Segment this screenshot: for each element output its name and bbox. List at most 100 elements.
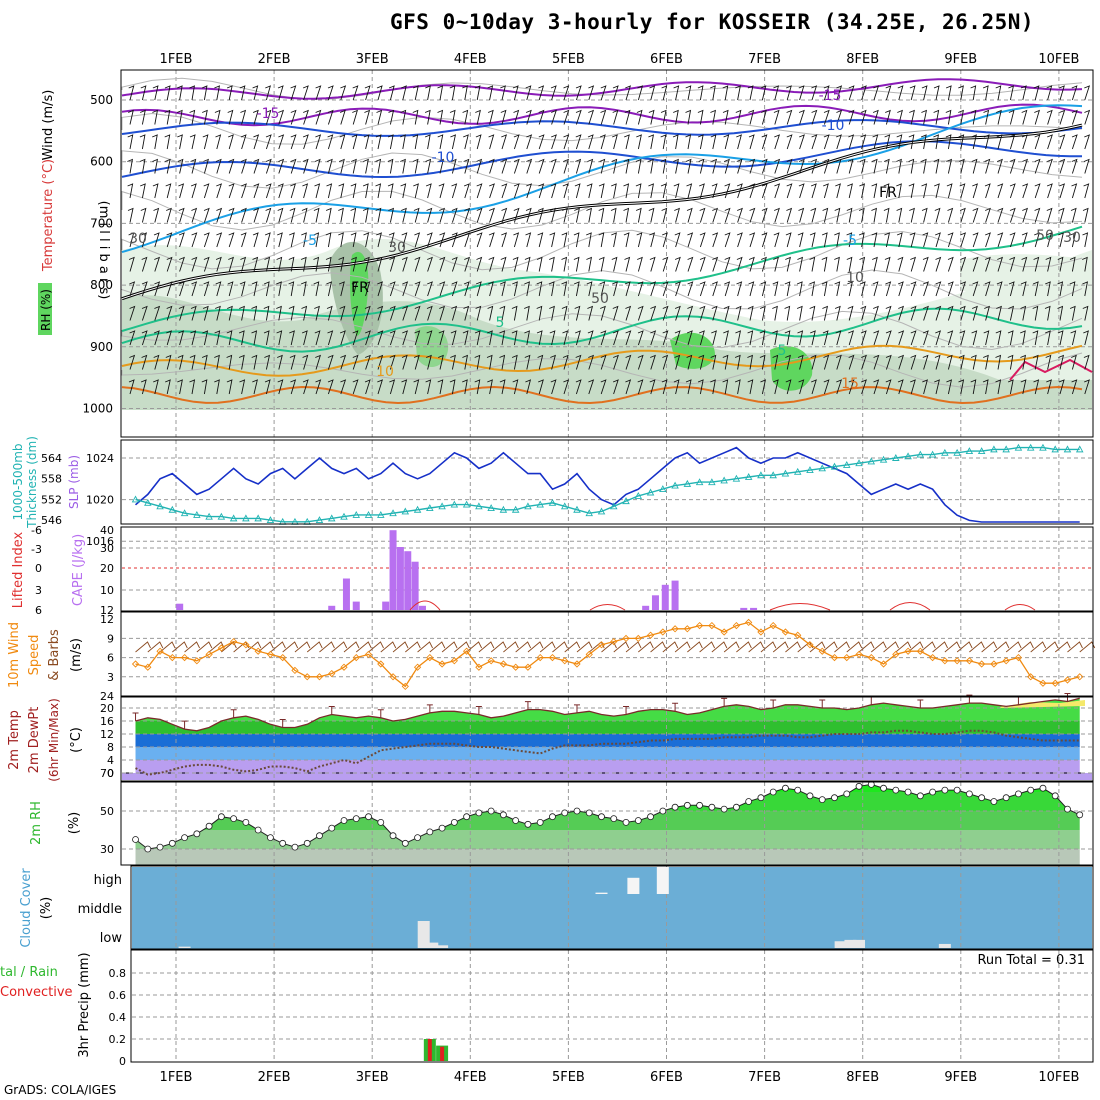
wind-barb — [971, 134, 977, 150]
wind-barb — [239, 85, 246, 101]
wind-barb — [364, 85, 371, 101]
wind-barb — [685, 134, 692, 150]
wind-barb — [1082, 232, 1089, 248]
wind-barb — [872, 134, 879, 150]
wind-speed-point — [916, 647, 924, 655]
wind-barb — [263, 330, 270, 346]
wind-barb — [587, 134, 594, 150]
pressure-tick-label: 500 — [90, 93, 113, 107]
rh-tick-label: 50 — [100, 805, 114, 818]
wind-barb — [1045, 354, 1052, 370]
wind-barb — [934, 183, 940, 199]
wind-barb — [984, 158, 991, 174]
wind-speed-point — [671, 625, 679, 633]
wind-barb — [202, 109, 208, 125]
wind-barb — [784, 281, 791, 297]
wind-barb — [128, 256, 135, 272]
wind-barb — [848, 134, 855, 150]
wind-barb — [315, 379, 322, 395]
temp-contour-10 — [121, 344, 1083, 377]
contour-label: 15 — [841, 376, 859, 392]
wind-barb — [500, 109, 507, 125]
wind-barb — [551, 109, 557, 125]
wind-barb — [661, 207, 668, 223]
wind-barb — [760, 85, 767, 101]
wind-barb — [190, 183, 197, 199]
wind-barb — [871, 232, 878, 248]
surface-wind-barb — [1018, 641, 1034, 653]
wind-barb — [575, 379, 582, 395]
wind-barb — [686, 354, 693, 370]
precip-tick-label: 0.8 — [109, 967, 127, 980]
wind-speed-point — [266, 650, 275, 659]
temp-axis-label: 2m DewPt — [27, 707, 42, 774]
wind-barb — [761, 134, 768, 150]
wind-barb — [1046, 232, 1052, 248]
wind-barb — [1058, 207, 1065, 223]
wind-barb — [1045, 281, 1051, 297]
wind-barb — [165, 354, 172, 370]
thickness-point — [426, 504, 434, 511]
precip-run-total: Run Total = 0.31 — [977, 953, 1085, 968]
rh-point — [144, 845, 152, 853]
wind-barb — [265, 158, 272, 174]
thickness-point — [193, 510, 201, 518]
contour-label: -10 — [432, 150, 455, 166]
date-label-top: 2FEB — [258, 52, 291, 67]
wind-barb — [164, 158, 171, 174]
wind-barb — [228, 232, 235, 248]
wind-barb — [958, 379, 965, 395]
wind-barb — [538, 109, 545, 125]
wind-barb — [923, 281, 929, 297]
wind-barb — [958, 109, 964, 125]
wind-barb — [612, 379, 619, 395]
pressure-tick-label: 700 — [90, 216, 113, 230]
rh2m-axis-label: 2m RH — [29, 801, 44, 845]
date-label-top: 4FEB — [454, 52, 487, 67]
wind-barb — [536, 281, 543, 297]
wind-barb — [935, 232, 941, 248]
wind-barb — [859, 281, 866, 297]
wind-barb — [524, 305, 530, 321]
wind-barb — [350, 207, 357, 223]
rh-point — [340, 817, 348, 824]
wind-barb — [561, 232, 568, 248]
temp-tick-label: 20 — [100, 702, 114, 715]
cloud-bar-low — [834, 941, 847, 948]
surface-wind-barb — [736, 641, 752, 653]
wind-barb — [723, 330, 729, 346]
wind-barb — [1071, 85, 1078, 101]
wind-barb — [499, 330, 506, 346]
thickness-axis-label: Thickness (dm) — [25, 436, 39, 529]
wind-barb — [339, 158, 345, 174]
wind-barb — [500, 85, 506, 101]
wind-barb — [364, 109, 371, 125]
rh-point — [328, 824, 336, 832]
wind-barb — [749, 232, 756, 248]
wind-barb — [822, 207, 829, 223]
wind-barb — [747, 354, 753, 370]
wind-barb — [141, 281, 148, 297]
precip-total-label: tal / Rain — [0, 965, 58, 980]
wind-barb — [463, 305, 470, 321]
surface-wind-barb — [638, 641, 654, 653]
wind-barb — [724, 256, 731, 272]
wind-barb — [177, 354, 184, 370]
wind-barb — [747, 85, 754, 101]
wind-barb — [487, 379, 493, 395]
wind-barb — [1046, 379, 1052, 395]
wind-barb — [786, 134, 793, 150]
wind-barb — [660, 158, 667, 174]
wind-speed-point — [965, 657, 974, 665]
wind-speed-point — [340, 663, 348, 671]
wind-barb — [686, 330, 693, 346]
wind-barb — [400, 134, 406, 150]
wind-barb — [139, 134, 146, 150]
rh-point — [732, 803, 740, 811]
date-label-top: 5FEB — [552, 52, 585, 67]
wind-barb — [240, 232, 247, 248]
wind-barb — [1059, 134, 1066, 150]
wind-barb — [189, 134, 196, 150]
wind-barb — [1070, 232, 1077, 248]
wind-barb — [811, 85, 818, 101]
